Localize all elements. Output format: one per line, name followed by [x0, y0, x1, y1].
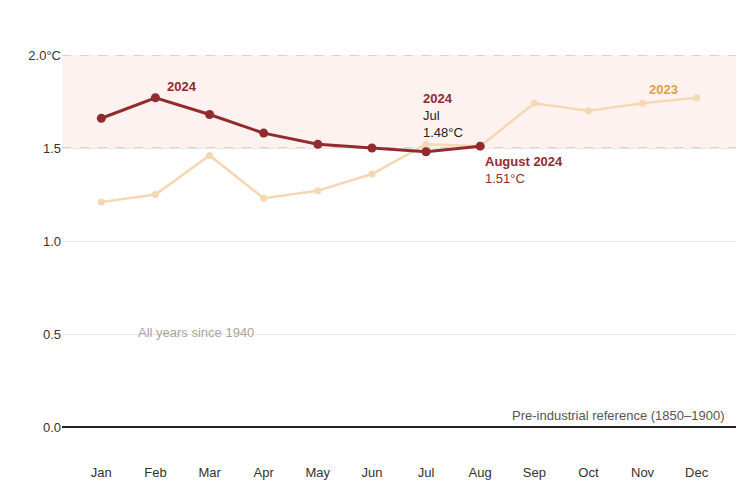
svg-text:Jun: Jun — [361, 465, 382, 480]
svg-text:Apr: Apr — [254, 465, 275, 480]
svg-text:Feb: Feb — [144, 465, 166, 480]
svg-text:Jan: Jan — [91, 465, 112, 480]
svg-text:2.0°C: 2.0°C — [28, 48, 61, 63]
svg-text:Dec: Dec — [685, 465, 709, 480]
svg-text:Jul: Jul — [418, 465, 435, 480]
svg-text:May: May — [306, 465, 331, 480]
svg-text:2023: 2023 — [649, 82, 678, 97]
svg-text:Pre-industrial reference (1850: Pre-industrial reference (1850–1900) — [512, 408, 724, 423]
svg-text:0.0: 0.0 — [43, 420, 61, 435]
svg-text:Oct: Oct — [578, 465, 599, 480]
svg-text:Nov: Nov — [631, 465, 655, 480]
svg-text:0.5: 0.5 — [43, 327, 61, 342]
svg-text:2024Jul1.48°C: 2024Jul1.48°C — [423, 91, 463, 140]
svg-text:All years since 1940: All years since 1940 — [138, 325, 254, 340]
svg-text:August 20241.51°C: August 20241.51°C — [485, 154, 563, 186]
svg-text:1.5: 1.5 — [43, 141, 61, 156]
svg-text:Mar: Mar — [198, 465, 221, 480]
svg-text:Sep: Sep — [523, 465, 546, 480]
svg-text:Aug: Aug — [469, 465, 492, 480]
svg-text:2024: 2024 — [167, 79, 197, 94]
svg-text:1.0: 1.0 — [43, 234, 61, 249]
